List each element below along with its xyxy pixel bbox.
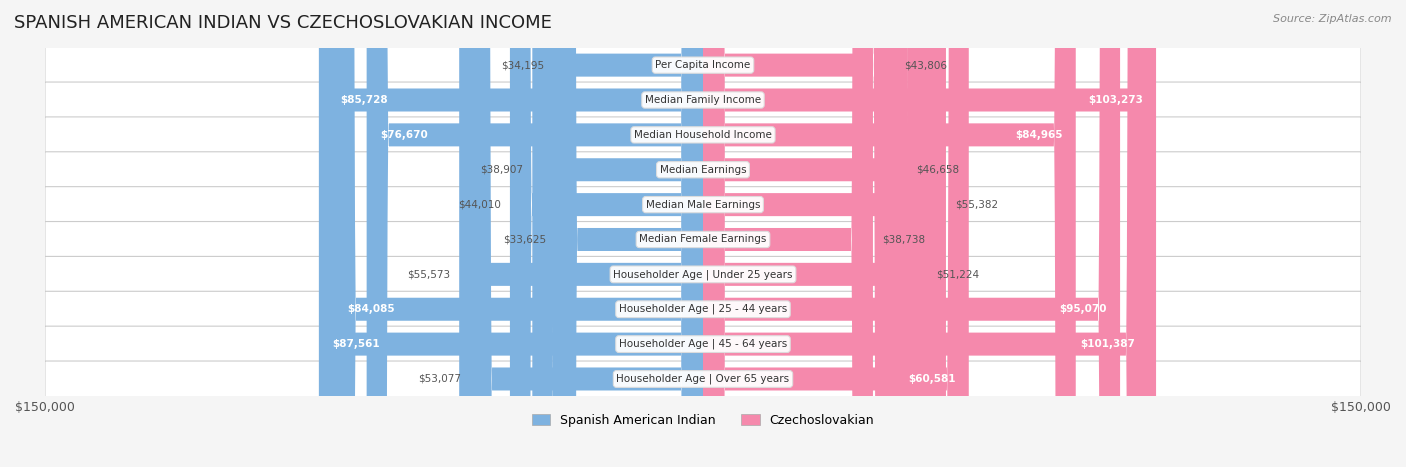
FancyBboxPatch shape (45, 47, 1361, 83)
FancyBboxPatch shape (533, 0, 703, 467)
Text: Median Male Earnings: Median Male Earnings (645, 199, 761, 210)
FancyBboxPatch shape (703, 0, 1121, 467)
Text: $103,273: $103,273 (1088, 95, 1143, 105)
Text: Householder Age | Under 25 years: Householder Age | Under 25 years (613, 269, 793, 280)
Text: $53,077: $53,077 (419, 374, 461, 384)
Text: Median Household Income: Median Household Income (634, 130, 772, 140)
Text: Median Female Earnings: Median Female Earnings (640, 234, 766, 245)
FancyBboxPatch shape (45, 187, 1361, 223)
FancyBboxPatch shape (555, 0, 703, 467)
FancyBboxPatch shape (703, 0, 1076, 467)
Text: $95,070: $95,070 (1059, 304, 1107, 314)
FancyBboxPatch shape (45, 326, 1361, 362)
FancyBboxPatch shape (367, 0, 703, 467)
Text: Per Capita Income: Per Capita Income (655, 60, 751, 70)
Text: $55,382: $55,382 (955, 199, 998, 210)
Text: $33,625: $33,625 (503, 234, 547, 245)
FancyBboxPatch shape (328, 0, 703, 467)
FancyBboxPatch shape (703, 0, 1156, 467)
FancyBboxPatch shape (703, 0, 946, 467)
Text: SPANISH AMERICAN INDIAN VS CZECHOSLOVAKIAN INCOME: SPANISH AMERICAN INDIAN VS CZECHOSLOVAKI… (14, 14, 553, 32)
Text: $43,806: $43,806 (904, 60, 948, 70)
FancyBboxPatch shape (703, 0, 928, 467)
FancyBboxPatch shape (45, 361, 1361, 397)
FancyBboxPatch shape (45, 82, 1361, 118)
Text: $85,728: $85,728 (340, 95, 388, 105)
Text: $34,195: $34,195 (501, 60, 544, 70)
FancyBboxPatch shape (45, 291, 1361, 327)
FancyBboxPatch shape (703, 0, 969, 467)
FancyBboxPatch shape (703, 0, 1147, 467)
FancyBboxPatch shape (45, 152, 1361, 188)
Text: $76,670: $76,670 (380, 130, 427, 140)
Text: $60,581: $60,581 (908, 374, 956, 384)
Text: $44,010: $44,010 (458, 199, 501, 210)
Text: Source: ZipAtlas.com: Source: ZipAtlas.com (1274, 14, 1392, 24)
FancyBboxPatch shape (45, 256, 1361, 292)
FancyBboxPatch shape (470, 0, 703, 467)
FancyBboxPatch shape (45, 221, 1361, 257)
FancyBboxPatch shape (335, 0, 703, 467)
Text: $101,387: $101,387 (1080, 339, 1135, 349)
FancyBboxPatch shape (45, 117, 1361, 153)
Text: Householder Age | Over 65 years: Householder Age | Over 65 years (616, 374, 790, 384)
Text: $87,561: $87,561 (332, 339, 380, 349)
FancyBboxPatch shape (460, 0, 703, 467)
Text: Median Family Income: Median Family Income (645, 95, 761, 105)
Text: $46,658: $46,658 (917, 165, 959, 175)
Text: Householder Age | 45 - 64 years: Householder Age | 45 - 64 years (619, 339, 787, 349)
Text: $38,738: $38,738 (882, 234, 925, 245)
FancyBboxPatch shape (703, 0, 908, 467)
FancyBboxPatch shape (553, 0, 703, 467)
Text: Median Earnings: Median Earnings (659, 165, 747, 175)
Text: $84,085: $84,085 (347, 304, 395, 314)
Text: $38,907: $38,907 (481, 165, 523, 175)
FancyBboxPatch shape (510, 0, 703, 467)
Text: $55,573: $55,573 (408, 269, 450, 279)
Text: $84,965: $84,965 (1015, 130, 1063, 140)
Text: Householder Age | 25 - 44 years: Householder Age | 25 - 44 years (619, 304, 787, 314)
FancyBboxPatch shape (703, 0, 896, 467)
FancyBboxPatch shape (703, 0, 873, 467)
Legend: Spanish American Indian, Czechoslovakian: Spanish American Indian, Czechoslovakian (527, 409, 879, 432)
Text: $51,224: $51,224 (936, 269, 980, 279)
FancyBboxPatch shape (319, 0, 703, 467)
